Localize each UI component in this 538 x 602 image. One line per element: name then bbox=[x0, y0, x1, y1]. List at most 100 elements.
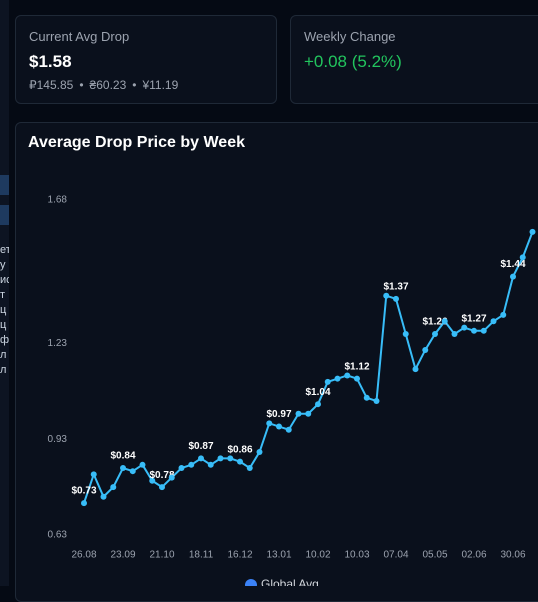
card-value: $1.58 bbox=[29, 52, 72, 71]
point bbox=[276, 423, 282, 430]
point bbox=[256, 449, 263, 456]
sidebar-text: ц bbox=[0, 319, 7, 331]
y-tick-label: 1.68 bbox=[48, 195, 68, 206]
y-tick-label: 0.93 bbox=[48, 434, 68, 445]
x-tick-label: 02.06 bbox=[461, 550, 486, 561]
conversion: ¥11.19 bbox=[142, 78, 179, 92]
point bbox=[422, 346, 429, 353]
point bbox=[198, 455, 204, 462]
point bbox=[393, 295, 399, 302]
card-value: +0.08 (5.2%) bbox=[304, 52, 402, 71]
sidebar-text: ис bbox=[0, 274, 9, 286]
point bbox=[305, 410, 312, 417]
point bbox=[207, 461, 214, 468]
value-label: $1.26 bbox=[422, 317, 447, 328]
value-label: $1.37 bbox=[383, 282, 408, 293]
value-label: $1.12 bbox=[344, 361, 369, 372]
avg-card: Current Avg Drop $1.58 ₽145.85 • ₴60.23 • ¥1… bbox=[15, 15, 277, 104]
chart: Average Drop Price by Week 0.63 0.93 1.23 1… bbox=[28, 134, 536, 586]
point bbox=[324, 378, 331, 385]
point bbox=[188, 461, 195, 468]
value-label: $1.44 bbox=[500, 259, 525, 270]
point bbox=[149, 477, 156, 484]
point bbox=[334, 375, 341, 382]
sidebar-text: у bbox=[0, 259, 6, 271]
point bbox=[100, 493, 107, 500]
value-label: $0.84 bbox=[110, 451, 135, 462]
value-label: $1.04 bbox=[305, 387, 330, 398]
point bbox=[432, 331, 438, 337]
legend-label: Global Avg bbox=[261, 577, 319, 586]
point bbox=[129, 468, 136, 475]
x-tick-label: 10.03 bbox=[344, 550, 369, 561]
sidebar-text: ет bbox=[0, 244, 9, 256]
point bbox=[120, 465, 126, 471]
sidebar-text: ф bbox=[0, 334, 9, 346]
point bbox=[139, 461, 146, 468]
point bbox=[441, 318, 448, 325]
point bbox=[461, 324, 468, 331]
sidebar-row[interactable] bbox=[0, 205, 9, 225]
conversion: ₽145.85 bbox=[29, 78, 74, 92]
value-label: $1.27 bbox=[461, 313, 486, 324]
value-label: $0.86 bbox=[227, 444, 252, 455]
point bbox=[344, 372, 351, 379]
sidebar-text: л bbox=[0, 349, 7, 361]
point bbox=[295, 410, 302, 417]
point bbox=[315, 401, 321, 408]
point bbox=[529, 228, 536, 235]
point bbox=[110, 484, 117, 491]
x-tick-label: 16.12 bbox=[227, 550, 252, 561]
point bbox=[510, 273, 516, 280]
point bbox=[412, 366, 419, 373]
point bbox=[363, 394, 370, 401]
point bbox=[81, 500, 87, 507]
value-label: $0.73 bbox=[71, 486, 96, 497]
point bbox=[471, 327, 477, 334]
point bbox=[237, 458, 243, 465]
card-label: Weekly Change bbox=[304, 29, 396, 44]
chart-title: Average Drop Price by Week bbox=[28, 134, 245, 151]
point bbox=[383, 292, 390, 299]
x-tick-label: 18.11 bbox=[189, 550, 214, 561]
x-tick-label: 23.09 bbox=[110, 550, 135, 561]
x-tick-label: 05.05 bbox=[422, 550, 447, 561]
point bbox=[168, 474, 175, 481]
x-tick-label: 30.06 bbox=[500, 550, 525, 561]
sidebar-text: ц bbox=[0, 304, 7, 316]
y-tick-label: 0.63 bbox=[48, 530, 68, 541]
point bbox=[217, 455, 224, 462]
line bbox=[83, 231, 534, 504]
y-tick-label: 1.23 bbox=[48, 338, 68, 349]
point bbox=[519, 254, 526, 261]
sidebar-row[interactable] bbox=[0, 175, 9, 195]
conversions: ₽145.85 • ₴60.23 • ¥11.19 bbox=[29, 78, 179, 92]
sidebar-text: л bbox=[0, 364, 7, 376]
point bbox=[402, 331, 409, 337]
point bbox=[285, 426, 292, 433]
x-tick-label: 10.02 bbox=[305, 550, 330, 561]
chart-card bbox=[15, 122, 538, 602]
point bbox=[500, 311, 507, 318]
value-label: $0.87 bbox=[188, 441, 213, 452]
point bbox=[266, 420, 273, 427]
point bbox=[490, 318, 497, 325]
point bbox=[227, 455, 234, 462]
value-label: $0.78 bbox=[149, 470, 174, 481]
value-label: $0.97 bbox=[266, 409, 291, 420]
x-tick-label: 13.01 bbox=[266, 550, 291, 561]
legend-swatch bbox=[245, 579, 257, 586]
point bbox=[90, 471, 97, 478]
x-tick-label: 26.08 bbox=[71, 550, 96, 561]
x-tick-label: 07.04 bbox=[383, 550, 408, 561]
change-card: Weekly Change +0.08 (5.2%) bbox=[290, 15, 538, 104]
x-tick-label: 21.10 bbox=[149, 550, 174, 561]
point bbox=[480, 327, 487, 334]
point bbox=[373, 398, 380, 404]
point bbox=[246, 465, 253, 471]
conversion: ₴60.23 bbox=[89, 78, 127, 92]
sidebar-text: т bbox=[0, 289, 6, 301]
point bbox=[178, 465, 185, 471]
sidebar: ет у ис т ц ц ф л л bbox=[0, 0, 9, 586]
